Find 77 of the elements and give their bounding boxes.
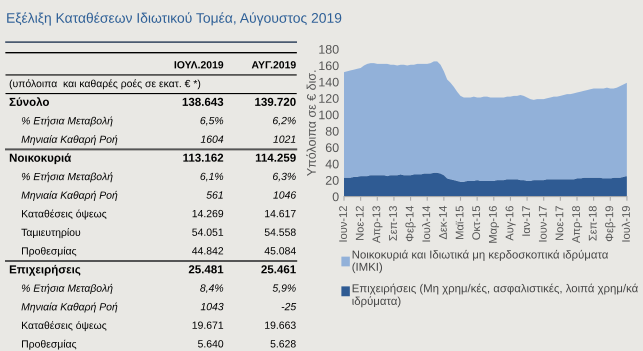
text: Μηνιαία Καθαρή Ροή — [21, 302, 118, 313]
text: 45.084 — [264, 247, 296, 254]
text: 113.162 — [183, 154, 224, 162]
x-tick-label: Ιουλ-19 — [622, 206, 630, 242]
text: 8,4% — [200, 284, 224, 293]
x-tick-label: Ιαν-17 — [522, 206, 530, 236]
x-tick-label: Ιουλ-14 — [422, 206, 430, 242]
text: ΙΟΥΛ.2019 — [174, 61, 224, 68]
x-tick-label: Φεβ-19 — [605, 206, 616, 242]
text: % Ετήσια Μεταβολή — [22, 172, 113, 182]
text: Ταμιευτηρίου — [21, 228, 80, 238]
text: Μηνιαία Καθαρή Ροή — [21, 190, 118, 201]
x-tick-label: Οκτ-15 — [472, 206, 480, 240]
text: 5.640 — [198, 340, 224, 348]
x-tick-label: Ιουν-12 — [339, 206, 347, 242]
x-tick-label: Σεπ-18 — [588, 206, 597, 241]
text: 25.461 — [261, 265, 296, 274]
x-tick-label: Απρ-13 — [372, 206, 382, 244]
text: % Ετήσια Μεταβολή — [22, 116, 113, 126]
x-tick-label: Φεβ-14 — [405, 206, 416, 242]
text: 1046 — [273, 191, 296, 199]
x-tick-label: Απρ-18 — [572, 206, 582, 244]
text: Επιχειρήσεις — [10, 264, 80, 276]
y-axis-title: Υπόλοιπα σε € δισ. — [306, 70, 316, 176]
y-tick-label: 60 — [326, 143, 339, 152]
text: % Ετήσια Μεταβολή — [22, 284, 113, 294]
text: 14.269 — [192, 210, 224, 218]
text: 5.628 — [270, 340, 296, 348]
text: 6,2% — [273, 116, 296, 126]
legend-label: Νοικοκυριά και Ιδιωτικά μη κερδοσκοπικά ιδρύματα (ΙΜΚΙ) — [352, 250, 608, 274]
text: Καταθέσεις όψεως — [22, 209, 106, 220]
x-tick-label: Ιουν-17 — [538, 206, 547, 242]
text: 139.720 — [255, 98, 296, 106]
text: Εξέλιξη Καταθέσεων Ιδιωτικού Τομέα, Αύγουστος 2019 — [7, 12, 342, 26]
text: 1604 — [200, 136, 224, 143]
text: -25 — [282, 302, 296, 310]
text: 6,5% — [200, 116, 224, 126]
y-tick-label: 80 — [326, 126, 339, 136]
text: 6,1% — [200, 172, 224, 182]
text: 14.617 — [265, 210, 296, 218]
text: 138.643 — [182, 98, 224, 106]
y-tick-label: 40 — [326, 160, 339, 168]
text: Μηνιαία Καθαρή Ροή — [21, 135, 118, 146]
legend-label: Επιχειρήσεις (Μη χρημ/κές, ασφαλιστικές, λοιπά χρημ/κά ιδρύματα) — [352, 284, 638, 308]
text: 19.671 — [192, 322, 224, 329]
x-tick-label: Μαρ-16 — [488, 206, 499, 243]
text: Σύνολο — [10, 97, 50, 106]
y-tick-label: 140 — [319, 78, 339, 87]
text: 44.842 — [192, 247, 224, 254]
y-tick-label: 100 — [319, 110, 339, 120]
y-tick-label: 120 — [319, 94, 339, 103]
text: 54.051 — [192, 228, 224, 236]
y-tick-label: 160 — [319, 61, 339, 70]
x-tick-label: Νοε-12 — [356, 206, 364, 240]
text: Καταθέσεις όψεως — [22, 321, 106, 332]
text: Προθεσμίας — [22, 246, 76, 257]
text: 5,9% — [272, 284, 296, 293]
text: 54.558 — [264, 228, 296, 236]
text: ΑΥΓ.2019 — [252, 61, 296, 68]
text: 561 — [206, 191, 223, 199]
text: 114.259 — [256, 154, 296, 162]
x-tick-label: Μαϊ-15 — [456, 206, 464, 239]
text: 6,3% — [273, 172, 296, 182]
text: (υπόλοιπα και καθαρές ροές σε εκατ. € *) — [10, 79, 200, 90]
y-tick-label: 20 — [326, 176, 339, 185]
x-tick-label: Δεκ-14 — [439, 206, 447, 240]
text: 1021 — [273, 136, 296, 143]
y-tick-label: 0 — [332, 192, 339, 202]
y-tick-label: 180 — [319, 44, 339, 54]
x-tick-label: Νοε-17 — [556, 206, 564, 240]
x-tick-label: Σεπ-13 — [389, 206, 397, 241]
x-tick-label: Αυγ-16 — [506, 206, 516, 241]
text: 19.663 — [265, 322, 296, 329]
text: 1043 — [200, 302, 224, 310]
text: Προθεσμίας — [22, 340, 76, 350]
text: Νοικοκυριά — [10, 153, 72, 164]
text: 25.481 — [188, 265, 224, 274]
